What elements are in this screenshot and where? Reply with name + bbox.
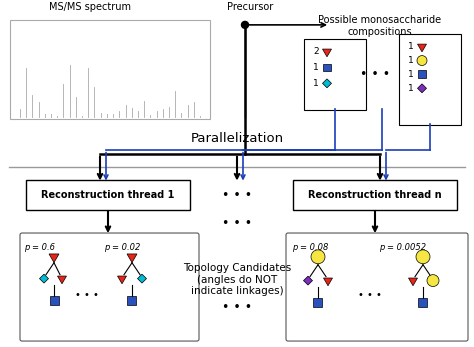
Text: 1: 1 — [313, 63, 319, 72]
Text: p = 0.0052: p = 0.0052 — [380, 243, 427, 252]
Text: Parallelization: Parallelization — [191, 132, 283, 145]
Text: • • •: • • • — [222, 301, 252, 314]
Text: MS/MS spectrum: MS/MS spectrum — [49, 2, 131, 12]
Text: Precursor: Precursor — [227, 2, 273, 12]
Bar — [313, 298, 322, 307]
Polygon shape — [418, 44, 427, 52]
Circle shape — [417, 56, 427, 66]
Text: p = 0.08: p = 0.08 — [292, 243, 328, 252]
Circle shape — [311, 250, 325, 264]
Polygon shape — [323, 278, 332, 286]
Bar — [323, 64, 331, 71]
FancyBboxPatch shape — [286, 233, 468, 341]
Text: • • •: • • • — [358, 290, 382, 300]
Text: • • •: • • • — [75, 290, 99, 300]
Text: • • •: • • • — [360, 68, 390, 81]
Text: 1: 1 — [313, 79, 319, 88]
Text: Reconstruction thread 1: Reconstruction thread 1 — [41, 191, 175, 200]
Polygon shape — [39, 274, 48, 283]
Circle shape — [416, 250, 430, 264]
Polygon shape — [57, 276, 66, 284]
Text: p = 0.6: p = 0.6 — [25, 243, 55, 252]
Text: 1: 1 — [408, 70, 414, 79]
FancyBboxPatch shape — [20, 233, 199, 341]
FancyBboxPatch shape — [304, 39, 366, 110]
FancyBboxPatch shape — [10, 20, 210, 119]
FancyBboxPatch shape — [293, 180, 457, 210]
Polygon shape — [49, 254, 59, 263]
Text: Possible monosaccharide
compositions: Possible monosaccharide compositions — [319, 15, 442, 36]
Bar — [418, 70, 426, 78]
FancyBboxPatch shape — [399, 34, 461, 125]
Polygon shape — [322, 49, 331, 57]
Text: • • •: • • • — [222, 217, 252, 230]
Polygon shape — [118, 276, 127, 284]
Text: 1: 1 — [408, 56, 414, 65]
Circle shape — [241, 22, 248, 28]
Polygon shape — [127, 254, 137, 263]
Polygon shape — [322, 79, 331, 88]
Text: p = 0.02: p = 0.02 — [104, 243, 140, 252]
Polygon shape — [137, 274, 146, 283]
Bar — [128, 296, 137, 305]
Text: 1: 1 — [408, 42, 414, 51]
Text: Reconstruction thread n: Reconstruction thread n — [308, 191, 442, 200]
FancyBboxPatch shape — [26, 180, 190, 210]
Text: • • •: • • • — [222, 189, 252, 202]
Polygon shape — [418, 84, 427, 93]
Polygon shape — [409, 278, 418, 286]
Text: 1: 1 — [408, 84, 414, 93]
Circle shape — [427, 274, 439, 287]
Text: 2: 2 — [313, 47, 319, 56]
Bar — [419, 298, 428, 307]
Polygon shape — [303, 276, 312, 285]
Text: Topology Candidates
(angles do NOT
indicate linkages): Topology Candidates (angles do NOT indic… — [183, 263, 291, 296]
Bar — [49, 296, 58, 305]
